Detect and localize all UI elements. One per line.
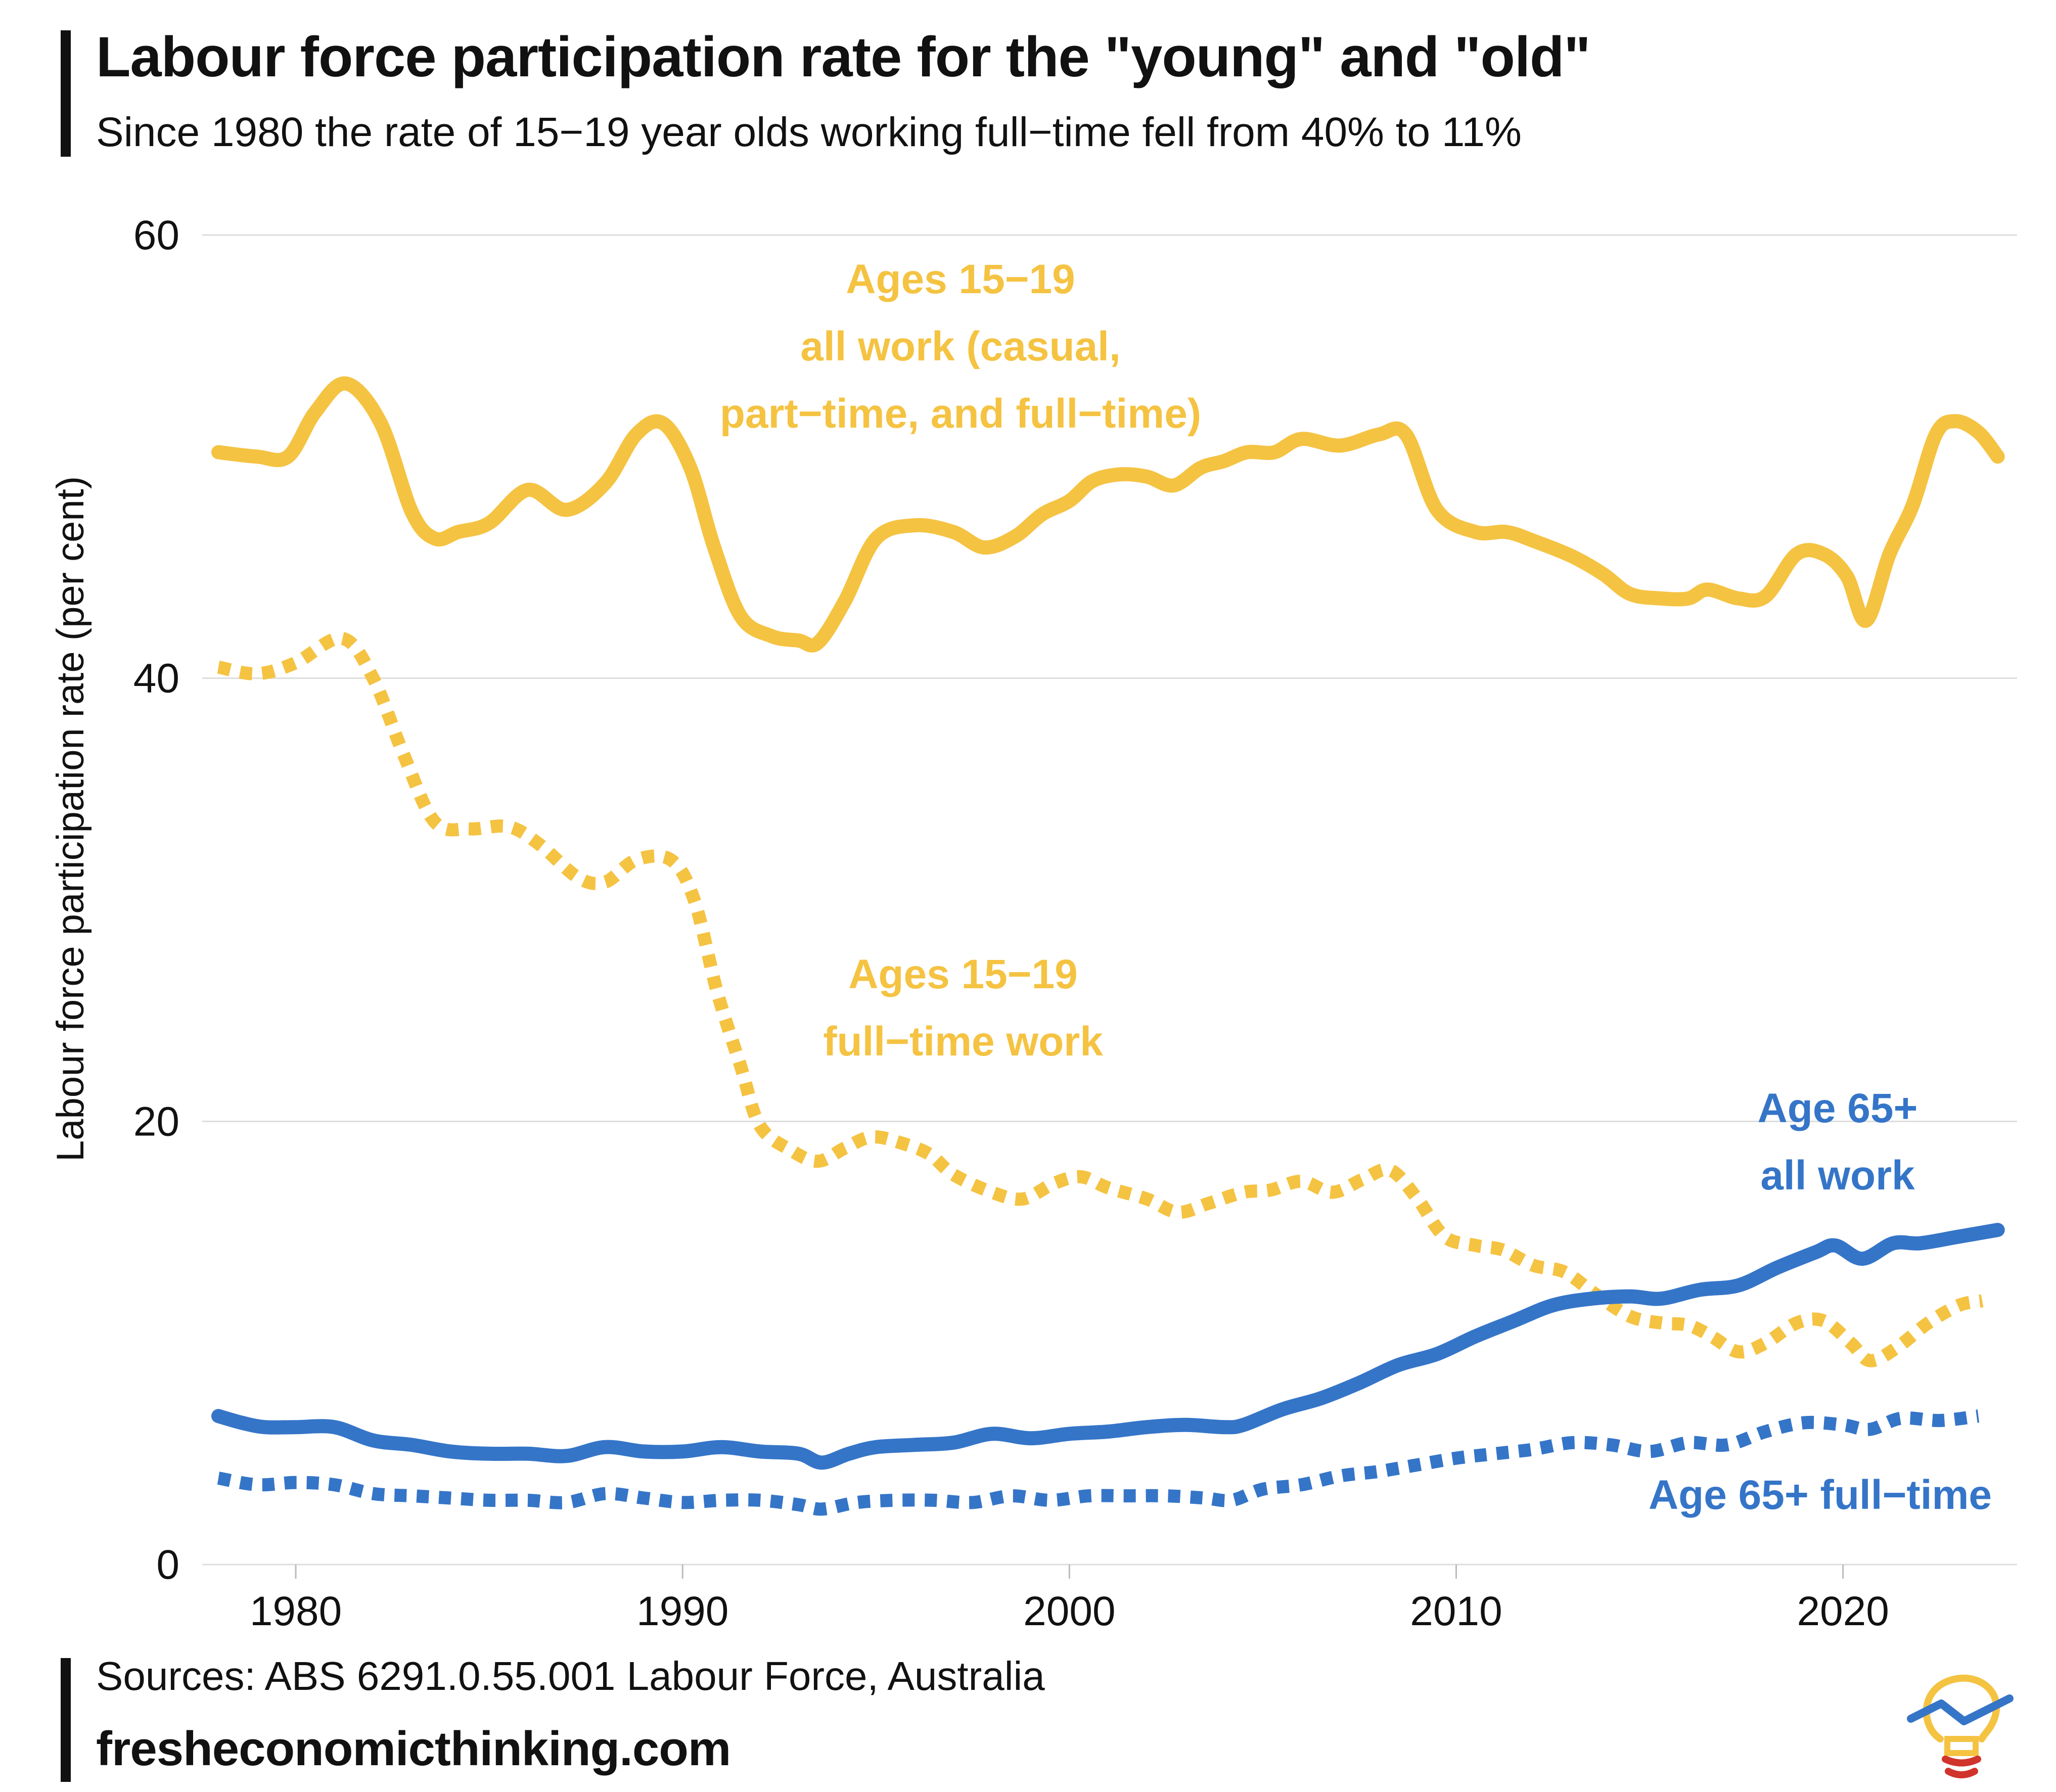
x-tick-label: 2020 <box>1797 1588 1889 1634</box>
y-axis-title: Labour force participation rate (per cen… <box>49 476 92 1162</box>
annotation-youth_all: all work (casual, <box>800 324 1121 370</box>
y-tick-label: 40 <box>133 656 179 702</box>
annotation-youth_all: Ages 15−19 <box>846 256 1075 302</box>
chart-subtitle: Since 1980 the rate of 15−19 year olds w… <box>96 109 1522 155</box>
series-line-youth_all <box>211 376 2005 653</box>
x-tick-label: 1990 <box>636 1588 728 1634</box>
annotation-senior_all: all work <box>1760 1153 1915 1199</box>
axis-ticks: 0 20 40 60 1980 1990 2000 2010 2020 <box>133 212 1889 1634</box>
source-note: Sources: ABS 6291.0.55.001 Labour Force,… <box>96 1653 1045 1698</box>
y-tick-label: 0 <box>156 1542 179 1588</box>
bulb-trend-line <box>1907 1694 2014 1725</box>
series-line-youth_ft <box>217 631 1984 1367</box>
annotation-senior_all: Age 65+ <box>1758 1085 1918 1131</box>
lightbulb-chart-icon <box>1907 1674 2014 1778</box>
x-tick-label: 2010 <box>1410 1588 1502 1634</box>
chart-title: Labour force participation rate for the … <box>96 25 1591 88</box>
x-tick-label: 2000 <box>1023 1588 1115 1634</box>
series-annotations: Ages 15−19 all work (casual, part−time, an… <box>720 256 1992 1518</box>
annotation-youth_ft: full−time work <box>823 1019 1103 1065</box>
series-lines <box>211 376 2005 1516</box>
annotation-senior_ft: Age 65+ full−time <box>1649 1472 1992 1518</box>
bulb-base-1 <box>1942 1756 1981 1767</box>
series-line-senior_all <box>211 1223 2005 1470</box>
title-accent-bar <box>61 30 71 157</box>
series-line-senior_ft <box>217 1409 1980 1516</box>
gridlines <box>202 234 2017 1566</box>
x-tick-label: 1980 <box>250 1588 342 1634</box>
bulb-base-2 <box>1945 1768 1978 1778</box>
annotation-youth_all: part−time, and full−time) <box>720 391 1201 437</box>
bulb-neck <box>1944 1736 1979 1756</box>
y-tick-label: 60 <box>133 212 179 258</box>
y-tick-label: 20 <box>133 1098 179 1144</box>
website-link[interactable]: fresheconomicthinking.com <box>96 1722 731 1776</box>
annotation-youth_ft: Ages 15−19 <box>848 951 1078 997</box>
footer-accent-bar <box>61 1658 71 1782</box>
